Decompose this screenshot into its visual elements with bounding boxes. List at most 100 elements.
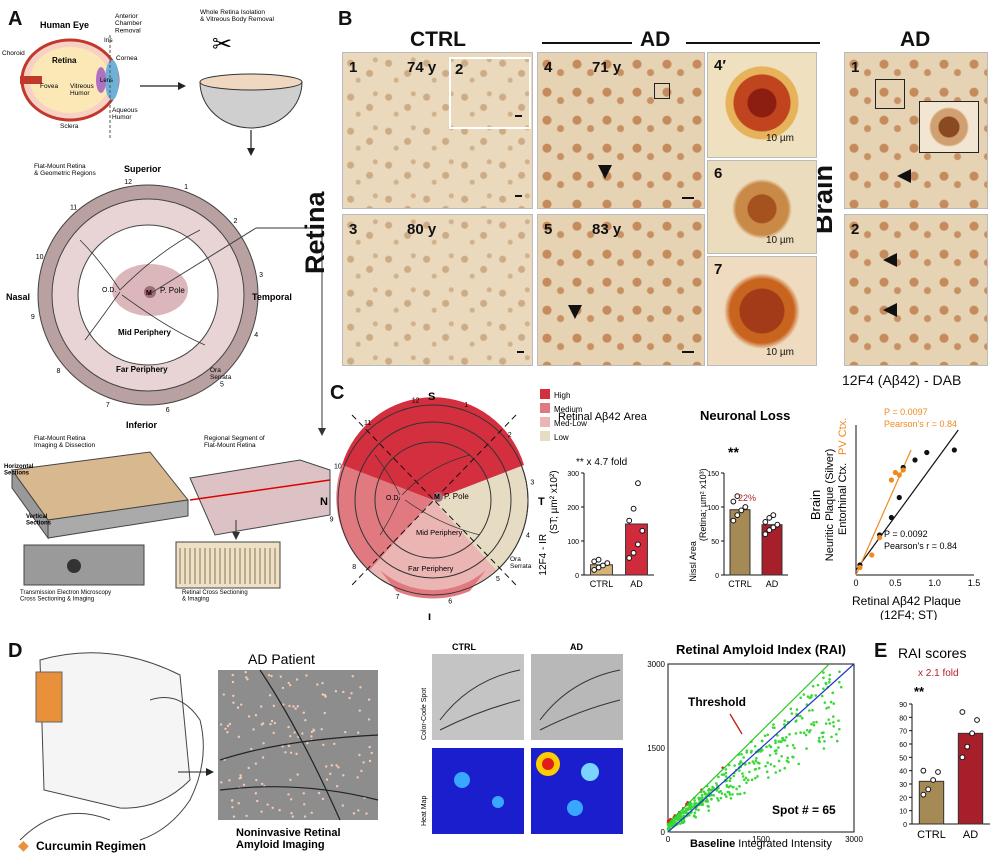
compass-t: T — [538, 496, 545, 508]
rai-point — [830, 735, 833, 739]
amyloid-spot — [322, 743, 325, 747]
rai-point — [704, 800, 708, 803]
data-point — [935, 769, 941, 775]
clock-number-5: 5 — [496, 576, 500, 583]
c-ora: Ora Serrata — [510, 556, 532, 570]
data-point — [964, 743, 971, 750]
amyloid-spot — [317, 791, 321, 795]
amyloid-spot — [220, 781, 223, 784]
ora-label: Ora Serrata — [210, 367, 232, 381]
e-fold: x 2.1 fold — [918, 668, 959, 679]
rai-point — [825, 706, 828, 710]
rai-point — [835, 732, 838, 736]
rai-point — [753, 744, 757, 748]
amyloid-spot — [250, 747, 253, 751]
amyloid-spot — [287, 725, 290, 729]
y-tick-label-90: 90 — [899, 702, 907, 709]
amyloid-spot — [278, 808, 281, 812]
corr-ylabel3: Entorhinal Ctx. — [837, 463, 849, 535]
amyloid-spot — [281, 686, 285, 690]
vertical-label: Vertical Sections — [26, 514, 52, 527]
clock-number-1: 1 — [464, 402, 468, 409]
rai-point — [828, 678, 831, 681]
rai-point — [681, 810, 685, 814]
clock-number-2: 2 — [233, 218, 237, 225]
amyloid-spot — [236, 706, 240, 709]
micrograph-ctrl-1: 1 74 y 2 — [342, 52, 533, 209]
amyloid-spot — [293, 731, 296, 734]
amyloid-spot — [310, 735, 313, 738]
amyloid-spot — [287, 681, 290, 685]
rai-point — [748, 761, 751, 765]
rai-point — [816, 683, 820, 687]
data-point — [930, 777, 937, 783]
amyloid-spot — [324, 695, 327, 698]
data-point — [734, 512, 741, 519]
rai-point — [719, 796, 723, 800]
rai-point — [772, 723, 775, 726]
clock-number-1: 1 — [184, 184, 188, 191]
eye-cornea: Cornea — [116, 55, 138, 62]
ctrl-colorcode — [432, 654, 524, 740]
rai-point — [835, 739, 839, 743]
amyloid-spot — [260, 810, 263, 813]
rai-point — [738, 792, 742, 796]
amyloid-spot — [270, 719, 274, 723]
far-label: Far Periphery — [116, 365, 168, 374]
amyloid-spot — [246, 678, 249, 681]
clock-number-3: 3 — [259, 272, 263, 279]
rai-point — [697, 808, 700, 812]
rai-point — [667, 826, 671, 829]
panel-c-figure: S I N T O.D. M P. Pole Mid Periphery Far… — [320, 389, 980, 620]
rai-point — [799, 731, 802, 734]
rai-point — [837, 719, 840, 722]
amyloid-spot — [302, 711, 305, 714]
scatter-point-pv — [888, 477, 895, 483]
rai-point — [783, 766, 787, 770]
inferior-label: Inferior — [126, 420, 158, 430]
retina-row-label: Retina — [300, 191, 330, 274]
rai-point — [706, 804, 710, 808]
y-tick-label-0: 0 — [715, 573, 719, 580]
rai-point — [820, 694, 824, 698]
eye-fovea: Fovea — [40, 83, 58, 90]
clock-number-12: 12 — [412, 398, 420, 405]
rai-point — [710, 793, 713, 797]
rai-point — [750, 749, 753, 753]
clock-number-8: 8 — [57, 368, 61, 375]
rai-point — [832, 715, 835, 718]
rai-point — [752, 762, 756, 765]
amyloid-spot — [303, 815, 307, 818]
rai-point — [790, 712, 794, 715]
x-tick-label-ad: AD — [963, 829, 978, 841]
scatter-point-entorhinal — [896, 494, 902, 501]
data-point — [630, 505, 637, 512]
data-point — [626, 555, 633, 561]
amyloid-spot — [252, 728, 255, 731]
amyloid-spot — [219, 723, 223, 726]
data-point — [969, 730, 976, 737]
legend-label-medium: Medium — [554, 405, 583, 414]
amyloid-spot — [262, 742, 265, 745]
rai-point — [838, 670, 841, 674]
rai-point — [794, 719, 798, 723]
micrograph-ad-6: 6 10 µm — [707, 160, 817, 254]
x-tick-label-0.5: 0.5 — [889, 578, 902, 588]
amyloid-spot — [341, 804, 345, 807]
x-tick-label-1500: 1500 — [752, 835, 770, 844]
corr-r2: Pearson's r = 0.84 — [884, 541, 957, 551]
amyloid-spot — [232, 701, 235, 704]
rai-point — [766, 733, 770, 737]
rai-point — [678, 822, 682, 825]
amyloid-spot — [344, 730, 347, 734]
rai-point — [739, 760, 742, 763]
rai-xlabel: Baseline Integrated Intensity — [690, 838, 832, 850]
rai-point — [768, 753, 772, 757]
data-point — [635, 541, 641, 548]
loss-sig: ** — [728, 444, 739, 460]
rai-point — [731, 785, 735, 789]
rai-point — [777, 746, 780, 749]
rai-point — [727, 791, 731, 794]
rai-point — [768, 744, 771, 747]
clock-number-10: 10 — [36, 254, 44, 261]
